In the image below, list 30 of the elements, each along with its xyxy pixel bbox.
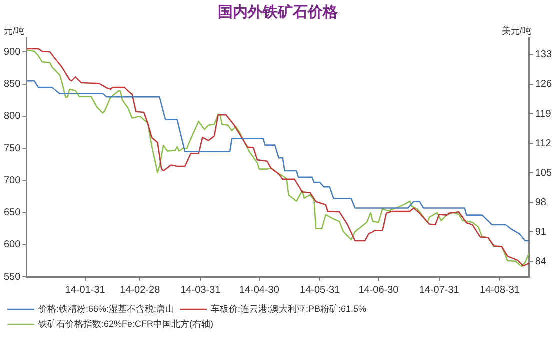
y2-axis-title: 美元/吨 (502, 26, 532, 36)
y2-tick-label: 84 (535, 256, 547, 268)
y2-tick-label: 105 (535, 168, 552, 179)
legend-label: 车板价:连云港:澳大利亚:PB粉矿:61.5% (211, 304, 367, 314)
y-axis-title: 元/吨 (4, 26, 25, 36)
y2-tick-label: 119 (535, 108, 552, 120)
x-tick-label: 14-06-30 (358, 284, 400, 296)
y-tick-label: 600 (4, 240, 22, 251)
y-tick-label: 800 (4, 111, 22, 122)
x-tick-label: 14-08-31 (480, 284, 520, 296)
x-tick-label: 14-03-31 (180, 284, 222, 296)
y2-tick-label: 133 (535, 50, 552, 61)
y2-tick-label: 98 (535, 197, 547, 208)
x-tick-label: 14-04-30 (239, 284, 280, 296)
x-tick-label: 14-05-31 (300, 284, 340, 296)
y-tick-label: 700 (4, 175, 22, 186)
y2-tick-label: 91 (535, 226, 547, 238)
chart-title: 国内外铁矿石价格 (218, 3, 339, 22)
legend-label: 价格:铁精粉:66%:湿基不含税:唐山 (38, 304, 175, 314)
legend-label: 铁矿石价格指数:62%Fe:CFR中国北方(右轴) (38, 318, 214, 329)
x-tick-label: 14-07-31 (419, 284, 460, 296)
y-tick-label: 850 (4, 79, 22, 90)
y2-tick-label: 126 (535, 79, 552, 90)
x-tick-label: 14-01-31 (65, 284, 106, 296)
y-tick-label: 550 (4, 272, 22, 283)
y-tick-label: 900 (4, 46, 22, 58)
x-tick-label: 14-02-28 (120, 284, 161, 296)
y-tick-label: 650 (4, 208, 22, 219)
y-tick-label: 750 (4, 143, 22, 154)
y2-tick-label: 112 (535, 138, 552, 150)
